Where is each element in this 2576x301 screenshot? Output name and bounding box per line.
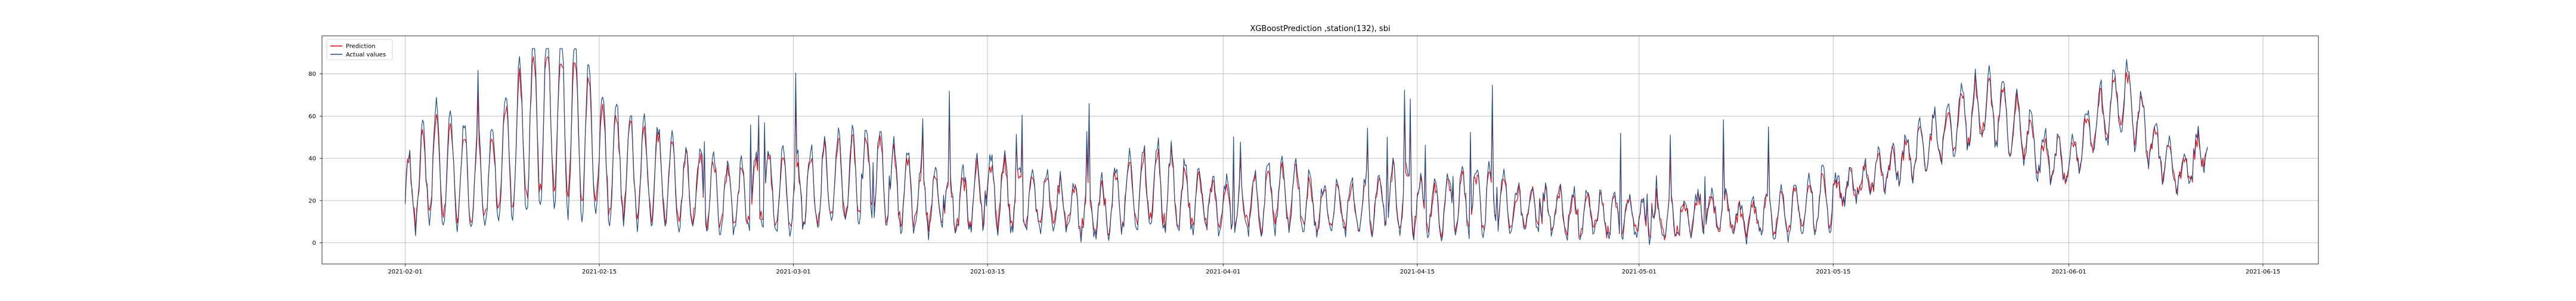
y-tick-label: 0 bbox=[312, 240, 316, 247]
x-tick-label: 2021-06-15 bbox=[2246, 269, 2280, 275]
series-line-actual-values bbox=[404, 48, 2208, 245]
legend-box bbox=[326, 39, 393, 60]
chart-title: XGBoostPrediction ,station(132), sbi bbox=[1250, 24, 1390, 33]
x-tick-label: 2021-03-15 bbox=[970, 269, 1005, 275]
plot-frame bbox=[321, 35, 2319, 265]
legend-label-prediction: Prediction bbox=[346, 44, 376, 50]
tick-layer: 2021-02-01 2021-02-15 2021-03-01 2021-03-15… bbox=[308, 71, 2280, 275]
x-tick-label: 2021-04-01 bbox=[1206, 269, 1240, 275]
x-tick-label: 2021-03-01 bbox=[776, 269, 810, 275]
grid-layer bbox=[322, 36, 2318, 264]
x-tick-label: 2021-04-15 bbox=[1400, 269, 1435, 275]
x-tick-label: 2021-02-15 bbox=[582, 269, 617, 275]
x-tick-label: 2021-02-01 bbox=[388, 269, 422, 275]
series-line-prediction bbox=[404, 56, 2208, 241]
legend-label-actual-values: Actual values bbox=[346, 52, 386, 59]
x-tick-label: 2021-05-01 bbox=[1622, 269, 1657, 275]
y-tick-label: 20 bbox=[308, 198, 316, 204]
legend: Prediction Actual values bbox=[326, 39, 393, 60]
y-tick-label: 40 bbox=[308, 156, 316, 162]
y-tick-label: 80 bbox=[308, 71, 316, 78]
x-tick-label: 2021-05-15 bbox=[1816, 269, 1850, 275]
y-tick-label: 60 bbox=[308, 113, 316, 120]
x-tick-label: 2021-06-01 bbox=[2051, 269, 2086, 275]
series-layer bbox=[404, 48, 2208, 245]
